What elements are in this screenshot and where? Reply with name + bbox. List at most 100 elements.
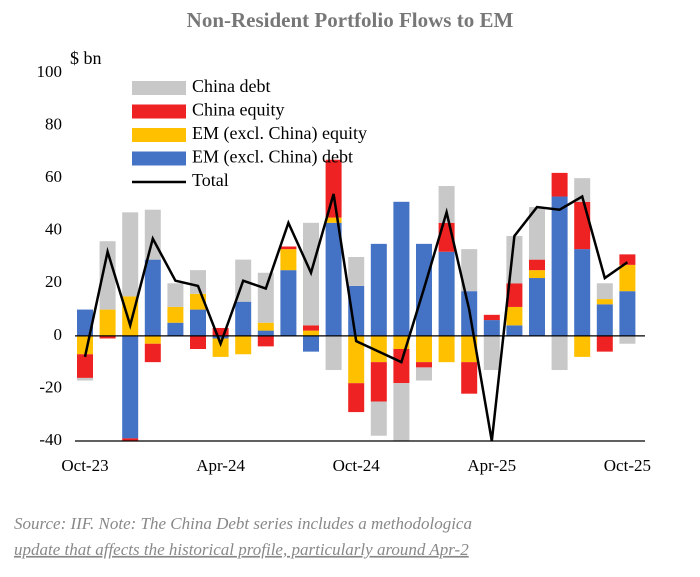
bar-segment <box>416 335 432 363</box>
bar-segment <box>144 259 161 336</box>
bar-segment <box>619 264 636 292</box>
bar-segment <box>280 249 297 271</box>
x-tick-label: Apr-25 <box>467 456 516 475</box>
chart-title: Non-Resident Portfolio Flows to EM <box>187 8 514 32</box>
bar-segment <box>190 270 206 294</box>
y-axis-label: $ bn <box>70 48 102 68</box>
bar-segment <box>393 201 410 336</box>
y-tick-label: -40 <box>39 430 62 449</box>
bar-segment <box>325 335 342 371</box>
bar-segment <box>461 362 478 394</box>
bar-segment <box>257 322 274 331</box>
bar-segment <box>325 159 342 218</box>
bar-segment <box>235 335 252 355</box>
x-tick-label: Oct-25 <box>604 456 651 475</box>
bar-segment <box>393 349 410 384</box>
source-note: update that affects the historical profi… <box>14 540 469 559</box>
x-tick-label: Apr-24 <box>196 456 245 475</box>
bar-segment <box>257 335 274 347</box>
bar-segment <box>99 241 116 310</box>
bar-segment <box>483 335 500 371</box>
bar-segment <box>370 243 387 336</box>
bar-segment <box>596 335 613 352</box>
bar-segment <box>393 383 410 441</box>
bar-segment <box>619 291 636 336</box>
bar-segment <box>167 306 184 323</box>
bar-segment <box>144 343 161 363</box>
y-tick-label: 80 <box>45 114 62 133</box>
x-tick-label: Oct-24 <box>333 456 381 475</box>
legend-swatch <box>132 128 186 142</box>
bar-segment <box>167 283 184 307</box>
bar-segment <box>348 383 365 413</box>
legend-label: Total <box>192 170 229 190</box>
bar-segment <box>438 335 455 363</box>
bar-segment <box>280 246 297 250</box>
y-tick-label: 40 <box>45 220 62 239</box>
bar-segment <box>303 330 319 336</box>
bar-segment <box>529 270 545 279</box>
bar-segment <box>370 362 387 402</box>
bar-segment <box>370 401 387 436</box>
bar-segment <box>77 354 93 378</box>
bar-segment <box>596 299 613 305</box>
bar-segment <box>122 335 139 439</box>
legend-swatch <box>132 81 186 95</box>
bar-segment <box>303 335 319 352</box>
bar-segment <box>551 335 568 371</box>
bar-segment <box>483 320 500 336</box>
bar-segment <box>325 222 342 336</box>
bar-segment <box>483 314 500 321</box>
y-tick-label: 20 <box>45 272 62 291</box>
bar-segment <box>551 196 568 336</box>
bar-segment <box>574 249 591 336</box>
total-line <box>83 193 629 442</box>
bar-segment <box>77 309 93 336</box>
bar-segment <box>257 272 274 323</box>
bar-segment <box>416 362 432 368</box>
source-note: Source: IIF. Note: The China Debt series… <box>14 514 472 533</box>
legend-label: China equity <box>192 100 285 120</box>
y-tick-label: 60 <box>45 167 62 186</box>
bar-segment <box>348 257 365 286</box>
bar-segment <box>167 322 184 336</box>
bar-segment <box>348 335 365 384</box>
bar-segment <box>461 335 478 363</box>
bar-segment <box>257 330 274 336</box>
bar-segment <box>596 283 613 300</box>
bar-segment <box>212 335 229 339</box>
legend-label: EM (excl. China) debt <box>192 147 353 168</box>
bar-segment <box>438 186 455 223</box>
bar-segment <box>348 285 365 336</box>
y-tick-label: 100 <box>37 62 63 81</box>
legend-swatch <box>132 151 186 166</box>
bar-segment <box>190 335 206 349</box>
bar-segment <box>529 278 545 336</box>
bar-segment <box>438 251 455 336</box>
bar-segment <box>303 325 319 331</box>
bar-segment <box>619 335 636 344</box>
bar-segment <box>280 270 297 336</box>
bar-segment <box>122 438 139 441</box>
y-tick-label: 0 <box>54 325 63 344</box>
bar-segment <box>235 301 252 336</box>
bar-segment <box>144 209 161 260</box>
legend-label: China debt <box>192 76 271 96</box>
bar-segment <box>506 306 523 326</box>
bar-segment <box>506 325 523 336</box>
bar-segment <box>574 335 591 357</box>
bar-segment <box>370 335 387 363</box>
bar-segment <box>99 335 116 339</box>
bar-segment <box>619 254 636 265</box>
bar-segment <box>529 207 545 260</box>
bar-segment <box>77 377 93 381</box>
bar-segment <box>99 309 116 336</box>
bar-segment <box>574 178 591 202</box>
y-tick-label: -20 <box>39 377 62 396</box>
bar-segment <box>596 304 613 336</box>
bar-segment <box>122 212 139 297</box>
bar-segment <box>574 201 591 250</box>
x-tick-label: Oct-23 <box>61 456 108 475</box>
bar-segment <box>212 327 229 336</box>
